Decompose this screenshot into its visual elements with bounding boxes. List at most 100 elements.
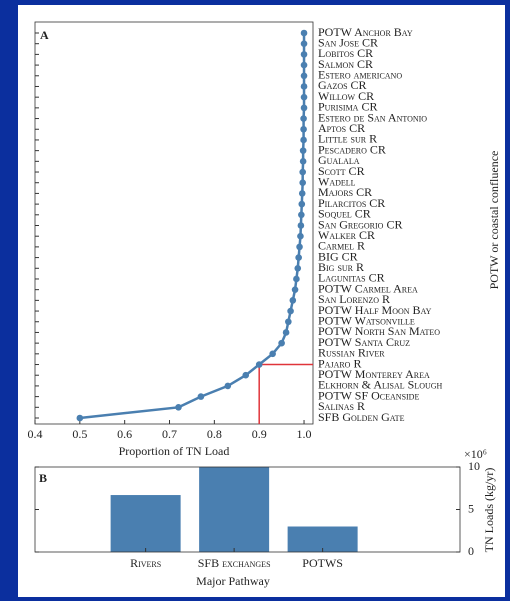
y-tick-label: POTW North San Mateo [318, 324, 440, 338]
y-tick-label: POTW SF Oceanside [318, 388, 419, 402]
y-tick-label: Soquel CR [318, 207, 371, 221]
y-tick-label: SFB Golden Gate [318, 410, 405, 424]
bar [110, 495, 181, 552]
data-point [299, 179, 306, 187]
data-point [299, 168, 306, 176]
data-point [299, 158, 307, 165]
y-tick-label: Carmel R [318, 239, 365, 253]
y-tick-label: POTW Monterey Area [318, 367, 430, 381]
data-point [255, 361, 263, 368]
data-point [175, 404, 182, 411]
y-tick-label: San Lorenzo R [318, 292, 390, 306]
data-point [298, 200, 306, 208]
data-point [287, 307, 294, 315]
data-point [300, 29, 308, 37]
data-point [294, 264, 302, 272]
data-point [242, 371, 250, 379]
panel-label: B [39, 471, 47, 485]
y-tick-label: Elkhorn & Alisal Slough [318, 378, 443, 392]
data-point [300, 104, 308, 112]
y-tick-label: San Jose CR [318, 35, 378, 49]
data-point [197, 393, 205, 400]
y-tick-label: Lagunitas CR [318, 271, 385, 285]
y-tick-label: Scott CR [318, 164, 365, 178]
data-point [300, 61, 308, 69]
data-point [76, 414, 84, 422]
y-tick-label: Wadell [318, 174, 356, 188]
y-multiplier: ×10⁶ [464, 447, 487, 461]
y-tick-label: POTW Watsonville [318, 314, 415, 328]
x-tick-label: SFB exchanges [198, 556, 271, 570]
y-tick-label: 0 [468, 544, 474, 558]
x-tick-label: POTWS [302, 556, 343, 570]
x-axis-label: Major Pathway [196, 574, 270, 588]
y-axis-label: POTW or coastal confluence [487, 151, 501, 290]
y-tick-label: POTW Anchor Bay [318, 25, 413, 39]
data-point [293, 275, 300, 283]
y-tick-label: Lobitos CR [318, 46, 373, 60]
y-tick-label: Estero americano [318, 68, 402, 82]
x-tick-label: 1.0 [297, 427, 312, 441]
y-tick-label: Little sur R [318, 132, 377, 146]
data-point [300, 40, 308, 47]
y-tick-label: POTW Carmel Area [318, 281, 418, 295]
y-tick-label: Gazos CR [318, 78, 367, 92]
y-tick-label: 5 [468, 501, 474, 515]
data-point [285, 318, 292, 326]
x-tick-label: Rivers [130, 556, 161, 570]
x-tick-label: 0.9 [252, 427, 267, 441]
y-tick-label: Estero de San Antonio [318, 110, 427, 124]
y-tick-label: POTW Santa Cruz [318, 335, 410, 349]
bar [199, 467, 270, 552]
y-tick-label: Walker CR [318, 228, 375, 242]
data-point [282, 329, 290, 336]
y-tick-label: Aptos CR [318, 121, 365, 135]
y-tick-label: Purisima CR [318, 100, 377, 114]
x-tick-label: 0.5 [72, 427, 87, 441]
data-point [300, 93, 308, 101]
data-point [291, 286, 299, 293]
y-tick-label: Pescadero CR [318, 142, 386, 156]
data-point [300, 83, 308, 90]
y-tick-label: Russian River [318, 346, 385, 360]
x-tick-label: 0.4 [28, 427, 43, 441]
data-point [300, 72, 308, 80]
y-tick-label: POTW Half Moon Bay [318, 303, 432, 317]
data-point [300, 136, 307, 144]
y-tick-label: BIG CR [318, 249, 358, 263]
data-point [289, 297, 297, 304]
y-tick-label: Majors CR [318, 185, 372, 199]
y-tick-label: Pilarcitos CR [318, 196, 385, 210]
data-point [269, 350, 276, 358]
data-point [298, 190, 306, 197]
x-tick-label: 0.6 [117, 427, 132, 441]
data-point [224, 382, 232, 390]
y-tick-label: San Gregorio CR [318, 217, 402, 231]
y-tick-label: Pajaro R [318, 356, 361, 370]
y-tick-label: Salinas R [318, 399, 365, 413]
panel-label: A [40, 28, 49, 42]
data-point [300, 51, 308, 58]
plot-frame [34, 21, 314, 425]
data-point [299, 147, 307, 154]
y-tick-label: Gualala [318, 153, 360, 167]
data-point [296, 243, 303, 251]
y-axis-label: TN Loads (kg/yr) [482, 468, 496, 553]
x-tick-label: 0.8 [207, 427, 222, 441]
y-tick-label: Willow CR [318, 89, 374, 103]
x-tick-label: 0.7 [162, 427, 177, 441]
x-axis-label: Proportion of TN Load [119, 444, 230, 458]
data-point [300, 125, 307, 133]
data-point [298, 211, 305, 219]
y-tick-label: 10 [468, 459, 480, 473]
data-point [295, 254, 302, 261]
y-tick-label: Big sur R [318, 260, 364, 274]
data-point [278, 339, 285, 347]
data-point [297, 232, 304, 240]
bar [287, 526, 358, 552]
y-tick-label: Salmon CR [318, 57, 373, 71]
data-point [300, 115, 307, 122]
data-point [297, 222, 305, 229]
